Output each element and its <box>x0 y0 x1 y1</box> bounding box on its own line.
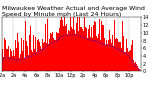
Text: Milwaukee Weather Actual and Average Wind Speed by Minute mph (Last 24 Hours): Milwaukee Weather Actual and Average Win… <box>2 6 144 17</box>
